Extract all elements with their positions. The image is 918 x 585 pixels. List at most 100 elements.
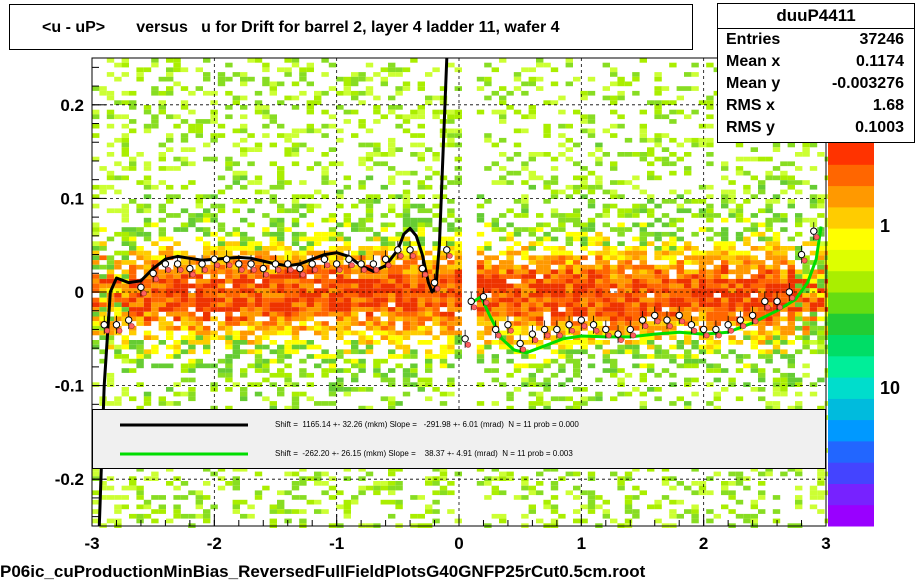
heatmap-cell [528, 269, 536, 275]
heatmap-cell [780, 377, 788, 383]
heatmap-cell [573, 213, 581, 218]
heatmap-cell [269, 307, 277, 312]
heatmap-cell [388, 377, 396, 383]
heatmap-cell [550, 495, 559, 500]
heatmap-cell [173, 156, 181, 162]
heatmap-cell [291, 269, 300, 275]
heatmap-cell [439, 349, 448, 355]
heatmap-cell [365, 278, 374, 284]
heatmap-cell [195, 495, 203, 500]
heatmap-cell [447, 316, 455, 322]
heatmap-cell [180, 321, 189, 326]
heatmap-cell [543, 246, 551, 251]
heatmap-cell [321, 236, 329, 242]
heatmap-cell [114, 208, 122, 214]
heatmap-cell [706, 321, 714, 326]
heatmap-cell [188, 387, 196, 392]
heatmap-cell [543, 123, 551, 129]
heatmap-cell [721, 260, 729, 265]
heatmap-cell [180, 161, 189, 167]
heatmap-cell [343, 236, 351, 242]
heatmap-cell [114, 307, 122, 312]
heatmap-cell [106, 382, 115, 387]
heatmap-cell [388, 208, 396, 214]
stats-label: RMS x [726, 97, 775, 114]
heatmap-cell [521, 67, 529, 73]
profile-point-alt [569, 327, 575, 334]
heatmap-cell [351, 72, 359, 77]
heatmap-cell [203, 246, 211, 251]
heatmap-cell [225, 340, 233, 345]
heatmap-cell [565, 236, 573, 242]
heatmap-cell [121, 335, 129, 340]
heatmap-cell [447, 246, 455, 251]
profile-point [516, 339, 524, 348]
heatmap-cell [99, 278, 107, 284]
heatmap-cell [795, 180, 803, 185]
heatmap-cell [291, 509, 300, 514]
heatmap-cell [328, 180, 337, 185]
heatmap-cell [728, 246, 736, 251]
heatmap-cell [639, 278, 647, 284]
colorbar-segment [828, 334, 874, 357]
heatmap-cell [624, 264, 633, 270]
heatmap-cell [735, 354, 744, 359]
heatmap-cell [691, 297, 699, 303]
heatmap-cell [610, 297, 618, 303]
heatmap-cell [410, 307, 418, 312]
heatmap-cell [158, 307, 166, 312]
heatmap-cell [166, 335, 174, 340]
heatmap-cell [99, 246, 107, 251]
heatmap-cell [225, 274, 233, 279]
heatmap-cell [780, 255, 788, 261]
heatmap-cell [454, 335, 462, 340]
heatmap-cell [291, 344, 300, 350]
heatmap-cell [780, 391, 788, 397]
heatmap-cell [661, 288, 670, 293]
heatmap-cell [661, 156, 670, 162]
heatmap-cell [143, 67, 152, 73]
heatmap-cell [484, 62, 492, 68]
heatmap-cell [698, 344, 707, 350]
heatmap-cell [143, 335, 152, 340]
heatmap-cell [758, 189, 766, 195]
heatmap-cell [602, 62, 610, 68]
heatmap-cell [232, 264, 240, 270]
heatmap-cell [351, 278, 359, 284]
heatmap-cell [306, 109, 314, 115]
heatmap-cell [772, 401, 781, 406]
heatmap-cell [217, 293, 226, 298]
heatmap-cell [624, 349, 633, 355]
heatmap-cell [772, 274, 781, 279]
heatmap-cell [121, 391, 129, 397]
heatmap-cell [706, 382, 714, 387]
heatmap-cell [661, 321, 670, 326]
heatmap-cell [721, 236, 729, 242]
heatmap-cell [750, 302, 758, 308]
heatmap-cell [528, 490, 536, 496]
heatmap-cell [595, 311, 603, 317]
heatmap-cell [491, 316, 499, 322]
heatmap-cell [432, 203, 440, 209]
heatmap-cell [817, 476, 825, 481]
heatmap-cell [550, 349, 559, 355]
heatmap-cell [787, 269, 795, 275]
heatmap-cell [240, 246, 248, 251]
heatmap-cell [632, 90, 640, 96]
heatmap-cell [217, 175, 226, 181]
heatmap-cell [195, 278, 203, 284]
heatmap-cell [365, 128, 374, 134]
heatmap-cell [247, 325, 255, 331]
heatmap-cell [158, 274, 166, 279]
heatmap-cell [565, 471, 573, 477]
heatmap-cell [240, 72, 248, 77]
heatmap-cell [328, 387, 337, 392]
heatmap-cell [661, 283, 670, 289]
heatmap-cell [558, 123, 566, 129]
heatmap-cell [743, 278, 751, 284]
heatmap-cell [247, 222, 255, 228]
heatmap-cell [543, 293, 551, 298]
heatmap-cell [321, 293, 329, 298]
heatmap-cell [809, 325, 818, 331]
heatmap-cell [476, 278, 485, 284]
